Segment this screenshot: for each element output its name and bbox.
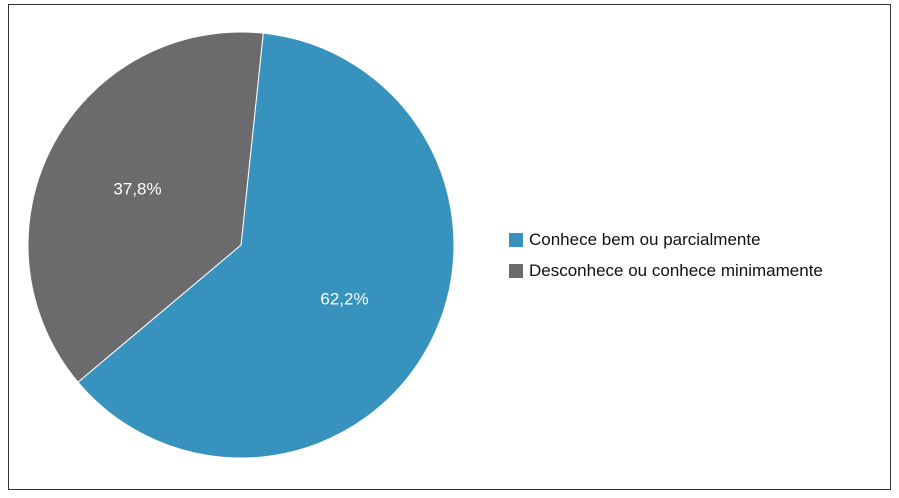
legend-label-desconhece: Desconhece ou conhece minimamente [529, 260, 823, 280]
legend-item-desconhece: Desconhece ou conhece minimamente [509, 255, 823, 286]
slice-desconhece [27, 31, 264, 383]
slice-desconhece-value-label: 37,8% [113, 180, 161, 199]
legend-swatch-desconhece [509, 263, 523, 278]
pie-slices [27, 31, 455, 459]
legend-swatch-conhece [509, 232, 523, 247]
slice-conhece [77, 32, 455, 459]
slice-labels: 62,2% 37,8% [113, 180, 368, 309]
legend-item-conhece: Conhece bem ou parcialmente [509, 224, 823, 255]
slice-conhece-value-label: 62,2% [320, 289, 368, 308]
chart-legend: Conhece bem ou parcialmente Desconhece o… [509, 224, 823, 286]
legend-label-conhece: Conhece bem ou parcialmente [529, 229, 761, 249]
